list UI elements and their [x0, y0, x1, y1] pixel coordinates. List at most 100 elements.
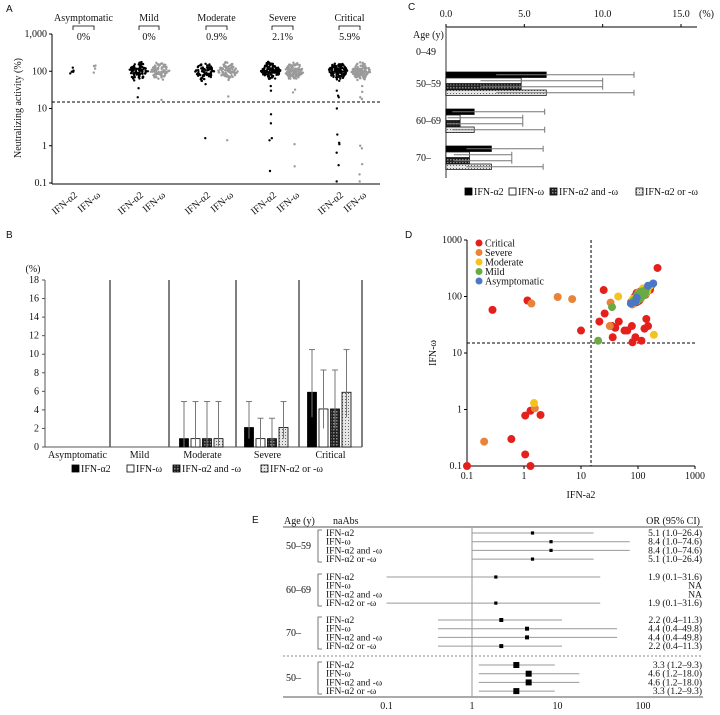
data-point-critical	[507, 435, 516, 444]
outlier-point	[359, 96, 362, 99]
row-label: IFN-α2 and -ω	[326, 546, 382, 556]
group-label: Critical	[335, 13, 365, 24]
legend-swatch	[635, 187, 644, 196]
data-point	[266, 60, 270, 63]
legend-swatch	[549, 187, 558, 196]
data-point-critical	[595, 317, 604, 326]
y-tick-label: 0	[34, 442, 39, 453]
or-marker	[525, 626, 530, 631]
legend-marker	[475, 258, 483, 266]
row-label: IFN-α2	[326, 573, 354, 583]
data-point	[275, 67, 278, 70]
or-marker	[549, 540, 553, 544]
or-marker	[530, 531, 535, 535]
panel-label-d: D	[405, 230, 412, 241]
outlier-point	[160, 98, 163, 102]
data-point	[331, 71, 335, 74]
data-point	[135, 67, 139, 70]
group-bracket	[317, 661, 322, 695]
data-point	[224, 75, 227, 78]
data-point	[168, 69, 171, 72]
or-marker	[525, 635, 530, 640]
legend-marker	[475, 239, 483, 247]
y-tick-label: 100	[447, 292, 462, 303]
data-point	[286, 70, 290, 74]
or-marker	[530, 557, 535, 561]
data-point	[133, 79, 136, 82]
outlier-point	[291, 91, 295, 94]
data-point	[93, 67, 97, 70]
data-point	[289, 63, 292, 67]
group-label: Asymptomatic	[54, 13, 113, 24]
data-point	[335, 78, 339, 81]
outlier-point	[270, 136, 274, 140]
data-point	[337, 64, 340, 67]
data-point	[160, 62, 164, 65]
data-point-critical	[521, 450, 530, 459]
data-point	[269, 73, 272, 76]
data-point	[156, 63, 159, 66]
data-point	[360, 72, 364, 75]
data-point	[194, 70, 197, 73]
data-point	[290, 66, 294, 70]
or-ci-text: 4.4 (0.4–49.8)	[648, 624, 702, 635]
y-tick-label: 0–49	[416, 47, 436, 58]
data-point	[363, 67, 366, 70]
data-point-critical	[599, 286, 608, 295]
y-axis-label: Age (y)	[413, 30, 444, 41]
data-point	[351, 68, 354, 71]
data-point	[271, 75, 274, 78]
x-axis-label: IFN-a2	[567, 490, 596, 501]
or-marker	[499, 644, 504, 649]
data-point	[357, 75, 361, 78]
or-ci-text: 3.3 (1.2–9.3)	[653, 660, 702, 671]
data-point	[221, 70, 224, 74]
data-point-critical	[526, 462, 535, 470]
data-point	[209, 71, 213, 75]
data-point	[294, 74, 298, 77]
or-marker	[525, 670, 532, 677]
data-point	[368, 68, 371, 71]
data-point	[208, 67, 212, 70]
legend-swatch	[126, 464, 135, 473]
data-point	[297, 69, 300, 72]
data-point	[297, 67, 301, 70]
y-tick-label: 16	[29, 294, 39, 305]
x-tick-label: 0.0	[440, 9, 453, 20]
data-point	[232, 65, 235, 69]
data-point	[197, 64, 200, 68]
data-point	[343, 73, 346, 77]
data-point-critical	[463, 462, 471, 470]
data-point	[271, 70, 275, 73]
outlier-point	[268, 169, 272, 173]
data-point	[267, 77, 271, 80]
data-point	[333, 64, 336, 67]
or-ci-text: 8.4 (1.0–74.6)	[648, 545, 702, 556]
outlier-point	[268, 139, 271, 142]
outlier-point	[204, 82, 207, 86]
data-point-moderate	[614, 292, 623, 301]
data-point	[219, 66, 223, 69]
outlier-point	[361, 90, 364, 94]
or-marker	[494, 601, 498, 605]
data-point	[222, 63, 226, 66]
outlier-point	[137, 87, 140, 90]
data-point	[69, 72, 72, 75]
y-tick-label: 4	[34, 405, 39, 416]
outlier-point	[226, 139, 229, 142]
or-marker	[494, 575, 498, 579]
data-point	[161, 78, 165, 81]
outlier-point	[360, 147, 364, 150]
outlier-point	[335, 180, 338, 183]
data-point	[269, 67, 272, 70]
row-label: IFN-ω	[326, 670, 351, 680]
data-point	[338, 74, 341, 78]
data-point-critical	[608, 333, 617, 342]
data-point	[203, 77, 206, 81]
data-point	[137, 67, 141, 70]
or-marker	[513, 688, 520, 695]
outlier-point	[269, 113, 273, 116]
data-point	[273, 64, 276, 68]
data-point	[207, 74, 211, 77]
group-bracket	[317, 616, 322, 650]
